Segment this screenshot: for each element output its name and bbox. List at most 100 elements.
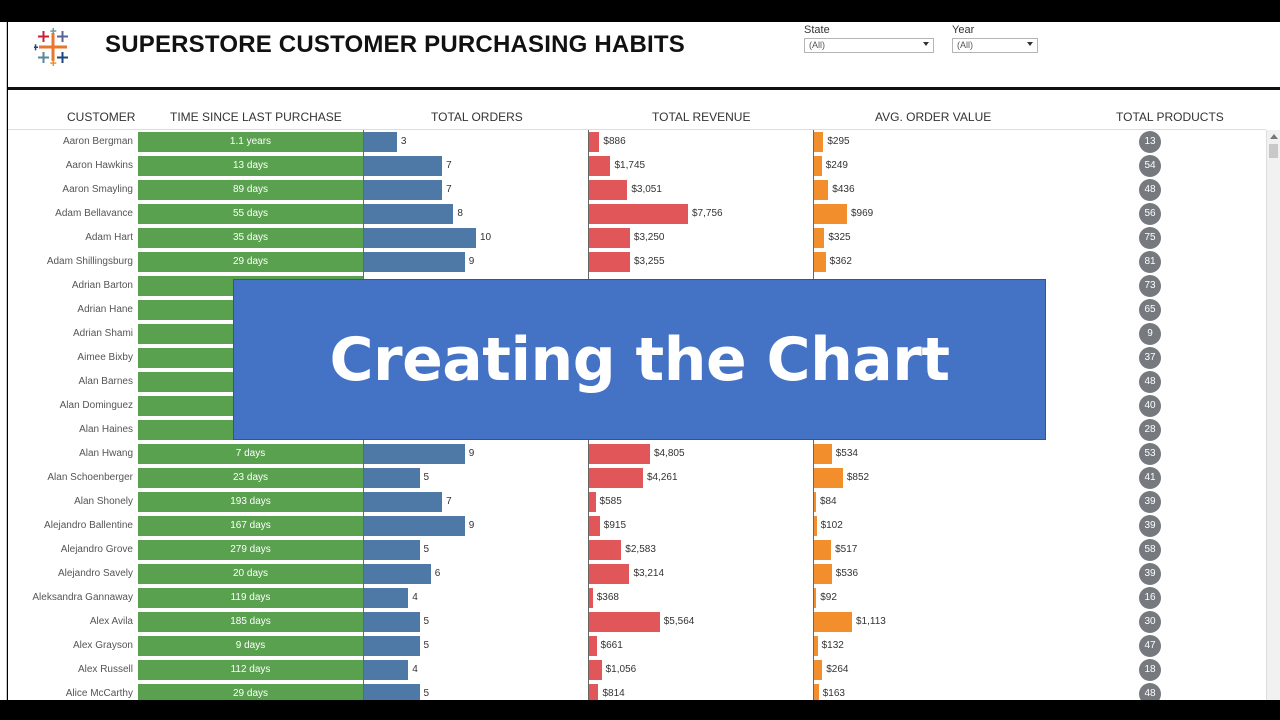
revenue-bar[interactable] [588,492,596,512]
revenue-bar[interactable] [588,636,597,656]
products-circle[interactable]: 28 [1139,419,1161,441]
products-circle[interactable]: 9 [1139,323,1161,345]
table-row[interactable]: Alex Avila 185 days 5 $5,564 $1,113 30 [8,610,1266,634]
time-since-bar[interactable]: 112 days [138,660,363,680]
orders-bar[interactable] [363,156,443,176]
table-row[interactable]: Alan Schoenberger 23 days 5 $4,261 $852 41 [8,466,1266,490]
products-circle[interactable]: 13 [1139,131,1161,153]
column-header-revenue[interactable]: TOTAL REVENUE [652,110,751,124]
orders-bar[interactable] [363,684,420,700]
aov-bar[interactable] [813,180,829,200]
table-row[interactable]: Aaron Bergman 1.1 years 3 $886 $295 13 [8,130,1266,154]
time-since-bar[interactable]: 13 days [138,156,363,176]
time-since-bar[interactable]: 185 days [138,612,363,632]
products-circle[interactable]: 54 [1139,155,1161,177]
year-filter[interactable]: Year (All) [952,24,1038,53]
revenue-bar[interactable] [588,660,602,680]
state-dropdown[interactable]: (All) [804,38,934,53]
table-row[interactable]: Alex Grayson 9 days 5 $661 $132 47 [8,634,1266,658]
time-since-bar[interactable]: 29 days [138,252,363,272]
aov-bar[interactable] [813,228,825,248]
year-dropdown[interactable]: (All) [952,38,1038,53]
table-row[interactable]: Alice McCarthy 29 days 5 $814 $163 48 [8,682,1266,700]
orders-bar[interactable] [363,588,409,608]
products-circle[interactable]: 40 [1139,395,1161,417]
column-header-aov[interactable]: AVG. ORDER VALUE [875,110,992,124]
aov-bar[interactable] [813,588,817,608]
table-row[interactable]: Alejandro Savely 20 days 6 $3,214 $536 39 [8,562,1266,586]
orders-bar[interactable] [363,228,476,248]
orders-bar[interactable] [363,540,420,560]
time-since-bar[interactable]: 23 days [138,468,363,488]
column-header-products[interactable]: TOTAL PRODUCTS [1116,110,1224,124]
aov-bar[interactable] [813,684,819,700]
time-since-bar[interactable]: 35 days [138,228,363,248]
time-since-bar[interactable]: 9 days [138,636,363,656]
orders-bar[interactable] [363,660,409,680]
products-circle[interactable]: 39 [1139,515,1161,537]
aov-bar[interactable] [813,492,816,512]
column-header-customer[interactable]: CUSTOMER [67,110,136,124]
chevron-down-icon[interactable] [923,42,929,46]
products-circle[interactable]: 48 [1139,371,1161,393]
aov-bar[interactable] [813,468,843,488]
products-circle[interactable]: 39 [1139,563,1161,585]
aov-bar[interactable] [813,660,823,680]
table-row[interactable]: Adam Hart 35 days 10 $3,250 $325 75 [8,226,1266,250]
revenue-bar[interactable] [588,468,643,488]
products-circle[interactable]: 53 [1139,443,1161,465]
orders-bar[interactable] [363,564,431,584]
aov-bar[interactable] [813,612,852,632]
table-row[interactable]: Aleksandra Gannaway 119 days 4 $368 $92 16 [8,586,1266,610]
orders-bar[interactable] [363,492,443,512]
orders-bar[interactable] [363,252,465,272]
revenue-bar[interactable] [588,180,628,200]
time-since-bar[interactable]: 193 days [138,492,363,512]
products-circle[interactable]: 65 [1139,299,1161,321]
products-circle[interactable]: 81 [1139,251,1161,273]
revenue-bar[interactable] [588,132,600,152]
orders-bar[interactable] [363,468,420,488]
time-since-bar[interactable]: 119 days [138,588,363,608]
products-circle[interactable]: 75 [1139,227,1161,249]
products-circle[interactable]: 41 [1139,467,1161,489]
products-circle[interactable]: 30 [1139,611,1161,633]
products-circle[interactable]: 48 [1139,179,1161,201]
aov-bar[interactable] [813,252,826,272]
column-header-orders[interactable]: TOTAL ORDERS [431,110,523,124]
revenue-bar[interactable] [588,684,599,700]
table-row[interactable]: Alex Russell 112 days 4 $1,056 $264 18 [8,658,1266,682]
revenue-bar[interactable] [588,252,630,272]
orders-bar[interactable] [363,516,465,536]
products-circle[interactable]: 18 [1139,659,1161,681]
aov-bar[interactable] [813,636,818,656]
chevron-down-icon[interactable] [1027,42,1033,46]
aov-bar[interactable] [813,132,824,152]
time-since-bar[interactable]: 1.1 years [138,132,363,152]
products-circle[interactable]: 56 [1139,203,1161,225]
table-row[interactable]: Adam Shillingsburg 29 days 9 $3,255 $362 81 [8,250,1266,274]
revenue-bar[interactable] [588,588,593,608]
table-row[interactable]: Alejandro Grove 279 days 5 $2,583 $517 58 [8,538,1266,562]
aov-bar[interactable] [813,540,832,560]
time-since-bar[interactable]: 167 days [138,516,363,536]
orders-bar[interactable] [363,444,465,464]
table-row[interactable]: Aaron Smayling 89 days 7 $3,051 $436 48 [8,178,1266,202]
revenue-bar[interactable] [588,228,630,248]
revenue-bar[interactable] [588,204,688,224]
vertical-scrollbar[interactable] [1266,130,1280,700]
time-since-bar[interactable]: 279 days [138,540,363,560]
time-since-bar[interactable]: 55 days [138,204,363,224]
revenue-bar[interactable] [588,540,622,560]
products-circle[interactable]: 47 [1139,635,1161,657]
products-circle[interactable]: 73 [1139,275,1161,297]
products-circle[interactable]: 37 [1139,347,1161,369]
orders-bar[interactable] [363,180,443,200]
aov-bar[interactable] [813,516,817,536]
aov-bar[interactable] [813,204,847,224]
revenue-bar[interactable] [588,612,660,632]
table-row[interactable]: Aaron Hawkins 13 days 7 $1,745 $249 54 [8,154,1266,178]
table-row[interactable]: Alejandro Ballentine 167 days 9 $915 $102 39 [8,514,1266,538]
table-row[interactable]: Alan Shonely 193 days 7 $585 $84 39 [8,490,1266,514]
table-row[interactable]: Alan Hwang 7 days 9 $4,805 $534 53 [8,442,1266,466]
